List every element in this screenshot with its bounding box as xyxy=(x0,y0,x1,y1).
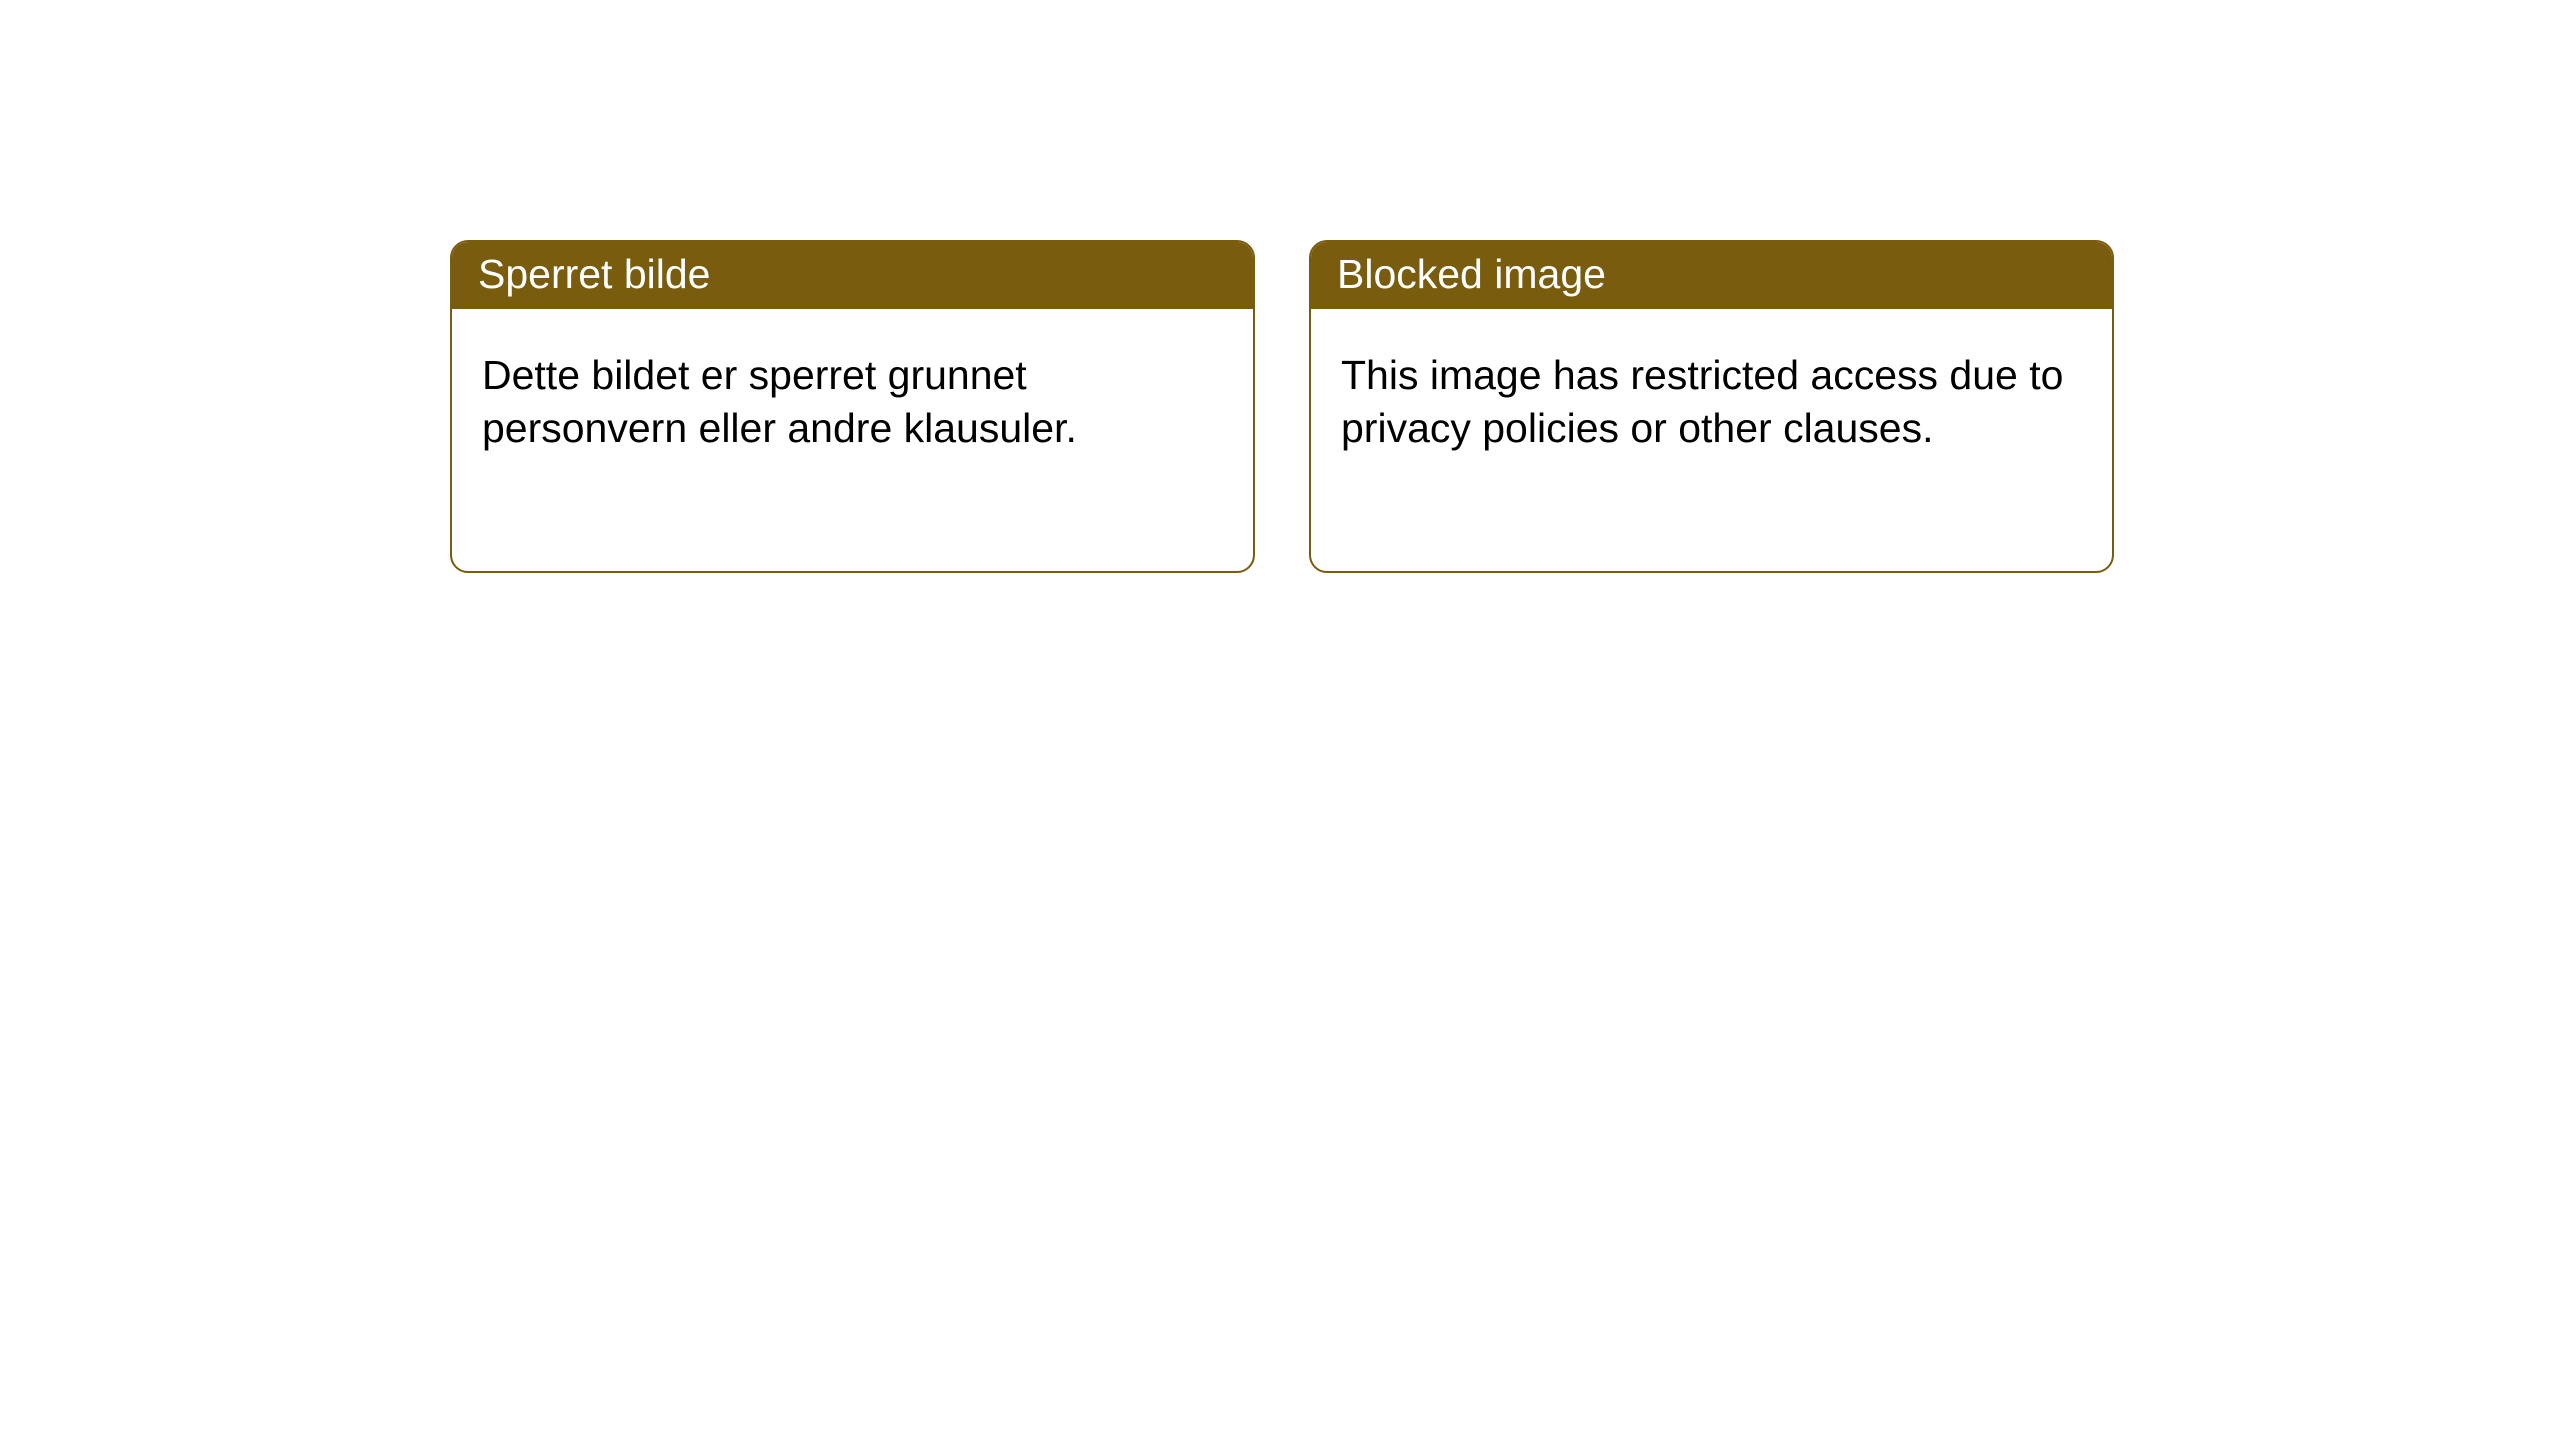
notice-body-norwegian: Dette bildet er sperret grunnet personve… xyxy=(452,309,1253,474)
notice-box-norwegian: Sperret bilde Dette bildet er sperret gr… xyxy=(450,240,1255,573)
notice-container: Sperret bilde Dette bildet er sperret gr… xyxy=(0,0,2560,573)
notice-header-norwegian: Sperret bilde xyxy=(452,242,1253,309)
notice-box-english: Blocked image This image has restricted … xyxy=(1309,240,2114,573)
notice-header-english: Blocked image xyxy=(1311,242,2112,309)
notice-body-english: This image has restricted access due to … xyxy=(1311,309,2112,474)
